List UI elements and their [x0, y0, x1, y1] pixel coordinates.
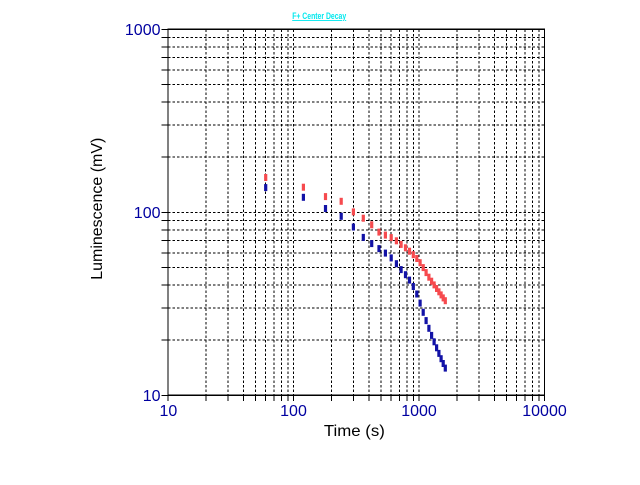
svg-text:Luminescence (mV): Luminescence (mV) [89, 138, 106, 280]
svg-text:F+ Center Decay: F+ Center Decay [292, 11, 346, 21]
svg-text:1000: 1000 [401, 403, 437, 420]
svg-text:100: 100 [280, 403, 307, 420]
svg-text:100: 100 [134, 205, 161, 222]
svg-text:Time (s): Time (s) [324, 423, 385, 440]
svg-text:10000: 10000 [522, 403, 567, 420]
svg-text:10: 10 [143, 388, 161, 405]
svg-text:1000: 1000 [125, 22, 161, 39]
svg-text:10: 10 [160, 403, 178, 420]
